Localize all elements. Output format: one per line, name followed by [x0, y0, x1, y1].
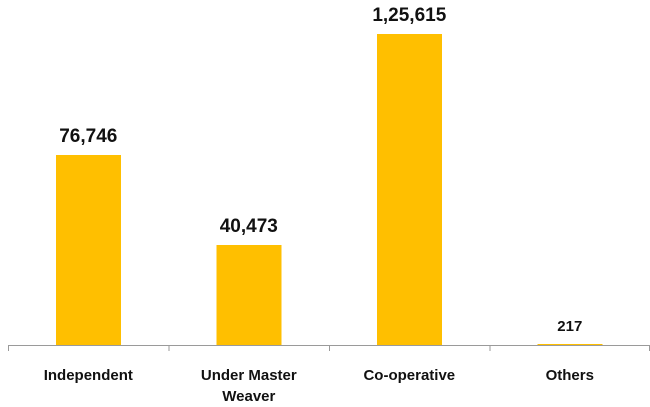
bar-0 [55, 155, 121, 345]
bar-1 [216, 244, 282, 345]
bars-group [55, 34, 603, 345]
category-label-3: Others [546, 367, 594, 384]
value-label-3: 217 [557, 318, 582, 335]
bar-3 [537, 344, 603, 345]
category-label-1: Under Master Weaver [201, 367, 297, 405]
bar-2 [376, 34, 442, 345]
category-label-3-line-0: Others [546, 367, 594, 384]
category-label-2-line-0: Co-operative [363, 367, 455, 384]
category-labels-group: Independent Under Master Weaver Co-operativ… [44, 367, 594, 405]
value-labels-group: 76,746 40,473 1,25,615 217 [59, 5, 582, 335]
category-label-0: Independent [44, 367, 133, 384]
category-label-0-line-0: Independent [44, 367, 133, 384]
category-label-1-line-0: Under Master [201, 367, 297, 384]
value-label-2: 1,25,615 [372, 5, 446, 26]
value-label-0: 76,746 [59, 126, 117, 147]
value-label-1: 40,473 [220, 216, 278, 237]
category-label-1-line-1: Weaver [222, 388, 275, 405]
category-label-2: Co-operative [363, 367, 455, 384]
